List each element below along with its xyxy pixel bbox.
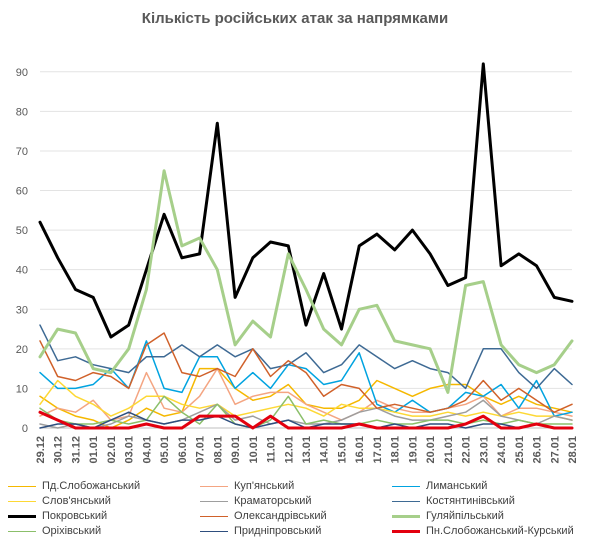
x-tick-label: 06.01: [177, 436, 189, 464]
line-chart: 0 10 20 30 40 50 60 70 80 90 29.12 30.12 31.12 01.01 0…: [16, 62, 579, 464]
legend-swatch: [8, 530, 36, 532]
series-line: [38, 169, 574, 394]
legend-swatch: [392, 485, 420, 487]
legend-label: Слов'янський: [42, 495, 111, 507]
legend-item: Лиманський: [392, 478, 487, 494]
x-tick-label: 09.01: [230, 436, 242, 464]
x-tick-label: 04.01: [141, 436, 153, 464]
y-tick-label: 80: [16, 106, 28, 118]
legend-item: Костянтинівський: [392, 493, 515, 509]
x-tick-label: 16.01: [354, 436, 366, 464]
legend-item: Гуляйпільський: [392, 508, 504, 524]
legend-item: Олександрівський: [200, 508, 327, 524]
x-tick-label: 21.01: [443, 436, 455, 464]
legend-item: Слов'янський: [8, 493, 111, 509]
legend-item: Покровський: [8, 508, 107, 524]
y-tick-label: 20: [16, 344, 28, 356]
chart-legend: Пд.Слобожанський Куп'янський Лиманський Сло…: [0, 476, 590, 540]
x-tick-label: 27.01: [549, 436, 561, 464]
x-tick-label: 10.01: [248, 436, 260, 464]
y-tick-label: 50: [16, 225, 28, 237]
x-tick-label: 01.01: [88, 436, 100, 464]
y-tick-label: 60: [16, 186, 28, 198]
legend-swatch: [8, 500, 36, 502]
legend-swatch: [200, 485, 228, 487]
legend-swatch: [392, 529, 420, 533]
series-line: [39, 332, 573, 413]
x-tick-label: 14.01: [319, 436, 331, 464]
legend-item: Куп'янський: [200, 478, 294, 494]
legend-label: Пд.Слобожанський: [42, 480, 141, 492]
x-tick-label: 24.01: [496, 436, 508, 464]
x-tick-label: 07.01: [195, 436, 207, 464]
x-tick-label: 22.01: [461, 436, 473, 464]
legend-label: Костянтинівський: [426, 495, 515, 507]
legend-label: Гуляйпільський: [426, 510, 504, 522]
y-tick-label: 10: [16, 383, 28, 395]
legend-swatch: [200, 515, 228, 517]
legend-item: Пн.Слобожанський-Курський: [392, 523, 574, 539]
legend-swatch: [392, 514, 420, 518]
x-tick-label: 11.01: [266, 436, 278, 463]
y-tick-label: 0: [22, 423, 28, 435]
legend-swatch: [8, 485, 36, 487]
x-tick-label: 17.01: [372, 436, 384, 464]
x-tick-label: 31.12: [70, 436, 82, 464]
x-tick-label: 15.01: [336, 436, 348, 464]
series-line: [38, 410, 574, 430]
x-tick-label: 03.01: [124, 436, 136, 464]
x-tick-label: 12.01: [283, 436, 295, 464]
legend-label: Олександрівський: [234, 510, 327, 522]
series-line: [38, 62, 574, 339]
y-tick-label: 70: [16, 146, 28, 158]
series-line: [39, 324, 573, 390]
y-tick-label: 40: [16, 265, 28, 277]
y-tick-label: 30: [16, 304, 28, 316]
legend-label: Оріхівський: [42, 525, 102, 537]
legend-label: Пн.Слобожанський-Курський: [426, 525, 574, 537]
series-line: [39, 395, 573, 429]
legend-swatch: [200, 500, 228, 502]
chart-title: Кількість російських атак за напрямками: [141, 10, 449, 27]
x-tick-label: 29.12: [35, 436, 47, 464]
x-tick-label: 18.01: [390, 436, 402, 464]
legend-label: Покровський: [42, 510, 108, 522]
x-tick-label: 05.01: [159, 436, 171, 464]
x-tick-label: 28.01: [567, 436, 579, 464]
x-tick-label: 02.01: [106, 436, 118, 464]
y-tick-label: 90: [16, 67, 28, 79]
x-tick-label: 23.01: [478, 436, 490, 464]
series-line: [39, 379, 573, 421]
legend-swatch: [392, 500, 420, 502]
legend-swatch: [200, 530, 228, 532]
x-tick-label: 30.12: [53, 436, 65, 464]
x-tick-label: 26.01: [532, 436, 544, 464]
legend-item: Краматорський: [200, 493, 312, 509]
legend-item: Оріхівський: [8, 523, 101, 539]
legend-item: Придніпровський: [200, 523, 321, 539]
x-tick-label: 08.01: [212, 436, 224, 464]
legend-label: Куп'янський: [234, 480, 295, 492]
legend-label: Лиманський: [426, 480, 488, 492]
legend-item: Пд.Слобожанський: [8, 478, 140, 494]
x-tick-label: 20.01: [425, 436, 437, 464]
legend-label: Краматорський: [234, 495, 312, 507]
legend-swatch: [8, 514, 36, 518]
x-tick-label: 25.01: [514, 436, 526, 464]
x-tick-label: 19.01: [407, 436, 419, 464]
x-tick-label: 13.01: [301, 436, 313, 464]
legend-label: Придніпровський: [234, 525, 322, 537]
